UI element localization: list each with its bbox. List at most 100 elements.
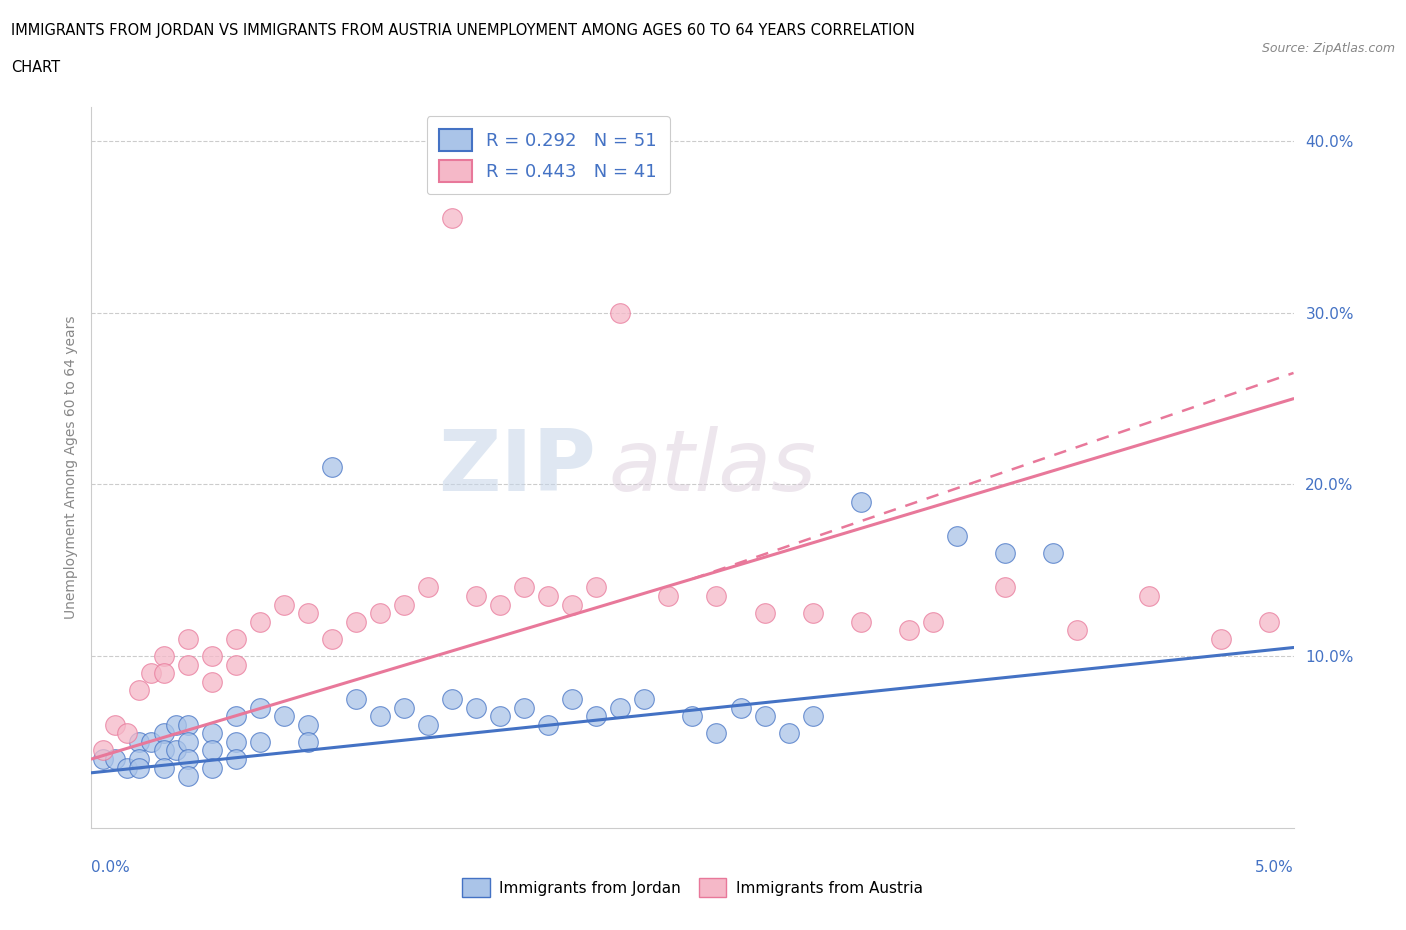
Y-axis label: Unemployment Among Ages 60 to 64 years: Unemployment Among Ages 60 to 64 years [63,315,77,619]
Point [392,597,415,612]
Point [778,726,800,741]
Point [104,717,127,732]
Point [128,735,150,750]
Point [141,735,163,750]
Point [706,726,728,741]
Point [633,692,655,707]
Point [585,709,607,724]
Point [273,709,295,724]
Text: 0.0%: 0.0% [91,860,131,875]
Point [128,751,150,766]
Point [117,760,139,775]
Point [609,700,631,715]
Point [128,760,150,775]
Point [201,726,224,741]
Point [754,709,776,724]
Point [681,709,703,724]
Point [561,692,583,707]
Text: 5.0%: 5.0% [1254,860,1294,875]
Point [225,751,247,766]
Point [128,683,150,698]
Point [537,717,560,732]
Point [297,735,319,750]
Point [344,692,367,707]
Point [706,589,728,604]
Point [176,717,198,732]
Point [117,726,139,741]
Point [416,717,439,732]
Point [849,615,872,630]
Text: atlas: atlas [609,426,817,509]
Point [657,589,679,604]
Point [585,580,607,595]
Point [201,674,224,689]
Text: CHART: CHART [11,60,60,75]
Point [93,751,115,766]
Text: ZIP: ZIP [439,426,596,509]
Point [513,580,536,595]
Legend: Immigrants from Jordan, Immigrants from Austria: Immigrants from Jordan, Immigrants from … [456,872,929,903]
Point [249,735,271,750]
Point [176,631,198,646]
Point [321,460,343,475]
Point [321,631,343,646]
Point [225,735,247,750]
Point [368,709,391,724]
Point [152,726,174,741]
Point [849,494,872,509]
Point [754,605,776,620]
Point [176,769,198,784]
Point [201,648,224,663]
Point [609,305,631,320]
Point [465,700,488,715]
Point [946,528,969,543]
Point [297,605,319,620]
Point [1042,546,1064,561]
Point [392,700,415,715]
Point [225,631,247,646]
Point [922,615,945,630]
Point [994,580,1017,595]
Point [561,597,583,612]
Point [465,589,488,604]
Point [273,597,295,612]
Point [152,760,174,775]
Point [489,597,512,612]
Point [152,743,174,758]
Point [201,743,224,758]
Point [141,666,163,681]
Point [249,615,271,630]
Point [368,605,391,620]
Point [152,666,174,681]
Point [994,546,1017,561]
Point [1211,631,1233,646]
Point [1137,589,1160,604]
Point [225,658,247,672]
Point [152,648,174,663]
Point [165,743,187,758]
Point [176,735,198,750]
Text: IMMIGRANTS FROM JORDAN VS IMMIGRANTS FROM AUSTRIA UNEMPLOYMENT AMONG AGES 60 TO : IMMIGRANTS FROM JORDAN VS IMMIGRANTS FRO… [11,23,915,38]
Point [344,615,367,630]
Point [537,589,560,604]
Point [801,709,824,724]
Point [93,743,115,758]
Point [1066,623,1088,638]
Point [249,700,271,715]
Point [489,709,512,724]
Point [165,717,187,732]
Point [176,751,198,766]
Point [416,580,439,595]
Point [897,623,920,638]
Point [201,760,224,775]
Point [801,605,824,620]
Point [440,692,463,707]
Point [176,658,198,672]
Text: Source: ZipAtlas.com: Source: ZipAtlas.com [1261,42,1395,55]
Point [297,717,319,732]
Point [1258,615,1281,630]
Point [225,709,247,724]
Point [513,700,536,715]
Point [104,751,127,766]
Point [730,700,752,715]
